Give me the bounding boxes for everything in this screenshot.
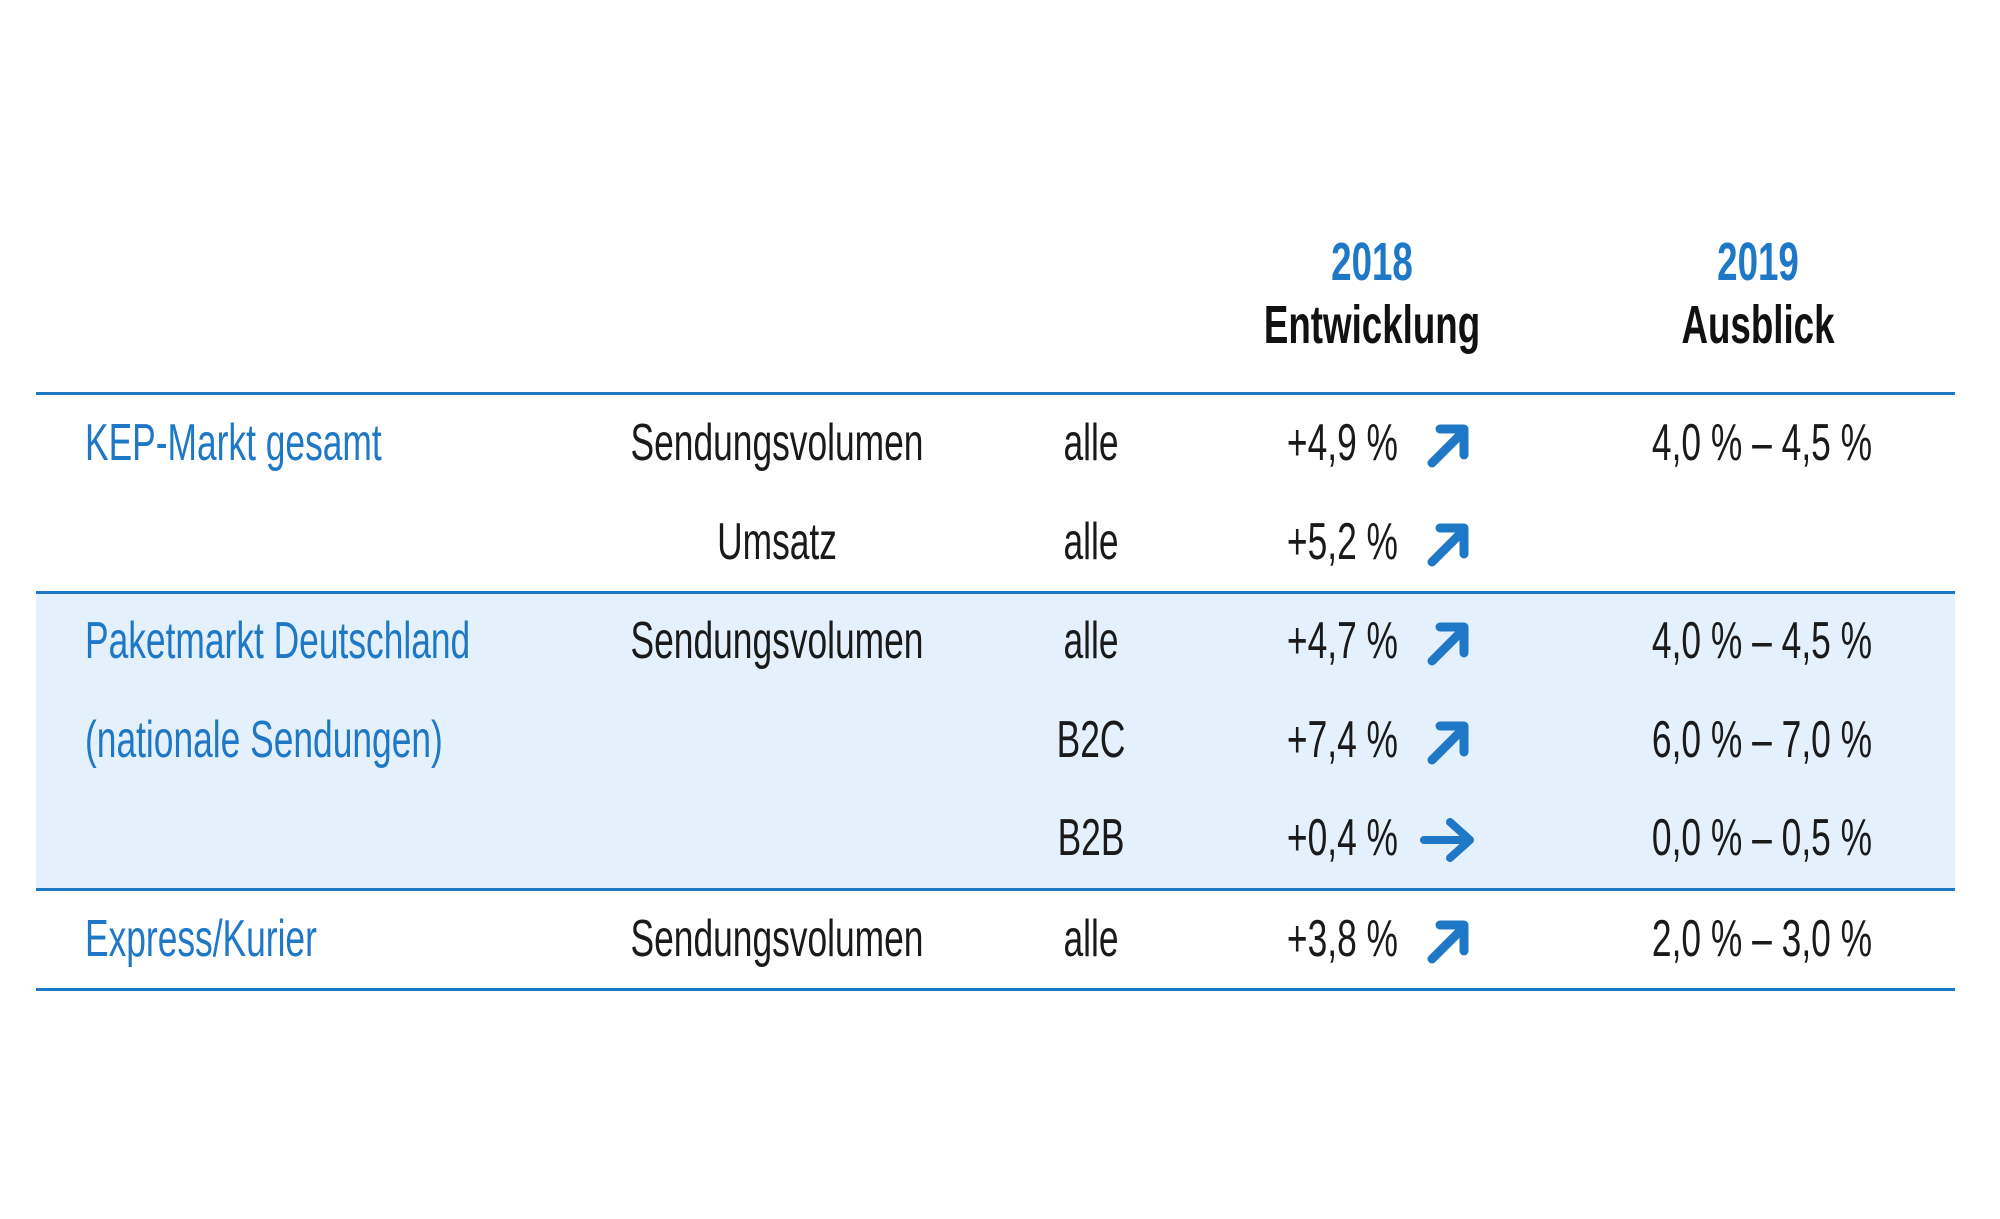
outlook-2019: 2,0 % – 3,0 % <box>1651 910 1873 968</box>
header-ausblick: Ausblick <box>1681 295 1835 355</box>
outlook-2019: 6,0 % – 7,0 % <box>1651 711 1873 769</box>
segment-label: Express/Kurier <box>85 910 317 968</box>
paketmarkt-highlight-band <box>36 592 1955 889</box>
up-right-arrow-icon <box>1422 518 1474 570</box>
value-2018: +4,7 % <box>1286 612 1398 670</box>
up-right-arrow-icon <box>1422 915 1474 967</box>
metric-label: Umsatz <box>717 513 837 571</box>
type-label: alle <box>1063 513 1119 571</box>
table-divider <box>36 591 1955 594</box>
type-label: B2B <box>1057 809 1125 867</box>
table-divider <box>36 392 1955 395</box>
right-arrow-icon <box>1418 814 1474 866</box>
table-divider <box>36 988 1955 991</box>
up-right-arrow-icon <box>1422 716 1474 768</box>
segment-label: Paketmarkt Deutschland <box>85 612 471 670</box>
type-label: B2C <box>1056 711 1126 769</box>
value-2018: +4,9 % <box>1286 414 1398 472</box>
value-2018: +0,4 % <box>1286 809 1398 867</box>
metric-label: Sendungsvolumen <box>630 414 924 472</box>
outlook-2019: 4,0 % – 4,5 % <box>1651 612 1873 670</box>
segment-label: KEP-Markt gesamt <box>85 414 382 472</box>
up-right-arrow-icon <box>1422 617 1474 669</box>
type-label: alle <box>1063 414 1119 472</box>
table-divider <box>36 888 1955 891</box>
value-2018: +7,4 % <box>1286 711 1398 769</box>
value-2018: +3,8 % <box>1286 910 1398 968</box>
segment-label: (nationale Sendungen) <box>85 711 443 769</box>
type-label: alle <box>1063 612 1119 670</box>
outlook-2019: 0,0 % – 0,5 % <box>1651 809 1873 867</box>
type-label: alle <box>1063 910 1119 968</box>
up-right-arrow-icon <box>1422 419 1474 471</box>
value-2018: +5,2 % <box>1286 513 1398 571</box>
header-year-2018: 2018 <box>1331 232 1413 292</box>
header-entwicklung: Entwicklung <box>1263 295 1481 355</box>
metric-label: Sendungsvolumen <box>630 910 924 968</box>
metric-label: Sendungsvolumen <box>630 612 924 670</box>
header-year-2019: 2019 <box>1717 232 1799 292</box>
outlook-2019: 4,0 % – 4,5 % <box>1651 414 1873 472</box>
